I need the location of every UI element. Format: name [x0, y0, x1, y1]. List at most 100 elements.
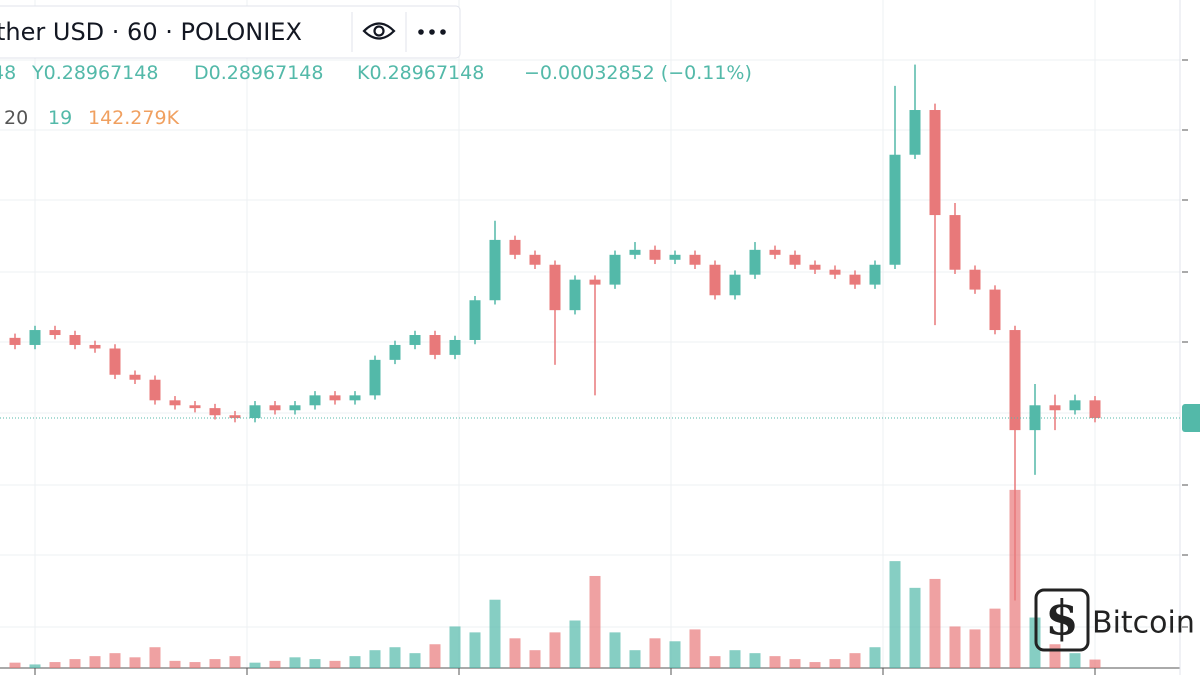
candle-body — [949, 215, 961, 270]
dot[interactable] — [440, 29, 446, 35]
candle-body — [729, 274, 741, 296]
candle-body — [1049, 405, 1061, 411]
volume-bar — [369, 650, 381, 668]
volume-bar — [809, 662, 821, 668]
volume-bar — [769, 656, 781, 668]
candle-body — [369, 359, 381, 396]
volume-bar — [749, 653, 761, 668]
legend-close: K0.28967148 — [357, 62, 484, 84]
volume-bar — [329, 660, 341, 668]
volume-bar — [1089, 659, 1101, 668]
volume-bar — [309, 659, 321, 668]
volume-bar — [129, 657, 141, 668]
candle-body — [849, 274, 861, 285]
volume-bar — [229, 656, 241, 668]
volume-bar — [869, 647, 881, 668]
volume-bar — [909, 587, 921, 668]
volume-bar — [189, 662, 201, 668]
volume-period: 20 — [4, 107, 28, 129]
volume-bar — [669, 641, 681, 668]
volume-bar — [149, 647, 161, 668]
volume-bar — [849, 653, 861, 668]
candle-body — [269, 405, 281, 411]
volume-bar — [549, 632, 561, 668]
volume-bar — [69, 659, 81, 668]
candle-body — [249, 405, 261, 419]
candle-body — [109, 348, 121, 375]
volume-bar — [449, 626, 461, 668]
candle-body — [929, 110, 941, 216]
volume-bar — [89, 656, 101, 668]
volume-bar — [289, 657, 301, 668]
candle-body — [9, 337, 21, 345]
eye-icon[interactable] — [362, 22, 396, 40]
candle-body — [609, 254, 621, 285]
volume-bar — [349, 656, 361, 668]
candle-body — [669, 254, 681, 260]
candle-body — [789, 254, 801, 265]
candle-body — [489, 239, 501, 301]
volume-bar — [629, 650, 641, 668]
candle-body — [1069, 400, 1081, 411]
candle-body — [469, 300, 481, 340]
volume-bar — [269, 660, 281, 668]
volume-value: 19 — [48, 107, 72, 129]
candle-body — [129, 374, 141, 380]
candle-body — [289, 405, 301, 411]
more-button[interactable] — [418, 29, 446, 35]
volume-bar — [249, 662, 261, 668]
watermark-text: Bitcoin — [1092, 606, 1195, 641]
candle-body — [169, 400, 181, 406]
volume-bar — [9, 662, 21, 668]
candle-body — [1089, 400, 1101, 419]
candle-body — [809, 264, 821, 270]
volume-bar — [109, 653, 121, 668]
candle-body — [549, 264, 561, 311]
candle-body — [509, 239, 521, 255]
watermark-logo-glyph: $ — [1045, 591, 1078, 647]
dot[interactable] — [429, 29, 435, 35]
ohlc-legend: 48 Y0.28967148 D0.28967148 K0.28967148 −… — [0, 62, 752, 84]
candle-body — [969, 269, 981, 290]
volume-bar — [689, 629, 701, 668]
candle-body — [229, 415, 241, 419]
volume-bar — [949, 626, 961, 668]
volume-bar — [529, 650, 541, 668]
candle-body — [889, 154, 901, 265]
volume-bar — [609, 632, 621, 668]
candle-layer — [0, 64, 1200, 601]
candle-body — [349, 395, 361, 401]
volume-bar — [429, 644, 441, 668]
dot[interactable] — [418, 29, 424, 35]
visibility-button[interactable] — [362, 22, 396, 40]
candle-body — [209, 408, 221, 416]
candle-body — [1009, 330, 1021, 431]
legend-low: D0.28967148 — [194, 62, 323, 84]
candle-body — [29, 330, 41, 345]
candle-body — [909, 110, 921, 155]
volume-bar — [569, 620, 581, 668]
legend-open: 48 — [0, 62, 16, 84]
volume-bar — [929, 578, 941, 668]
volume-bar — [969, 629, 981, 668]
candle-body — [829, 269, 841, 275]
legend-high: Y0.28967148 — [31, 62, 158, 84]
volume-bar — [29, 664, 41, 668]
candle-body — [449, 339, 461, 355]
symbol-box — [0, 5, 461, 59]
candle-body — [329, 395, 341, 401]
candle-body — [49, 330, 61, 336]
candle-body — [309, 395, 321, 406]
candle-body — [709, 264, 721, 296]
watermark-logo — [1034, 588, 1090, 652]
candle-body — [749, 249, 761, 275]
eye-pupil[interactable] — [373, 25, 385, 37]
volume-bar — [989, 608, 1001, 668]
volume-bar — [209, 659, 221, 668]
volume-bar — [1049, 644, 1061, 668]
candle-body — [649, 249, 661, 260]
candle-body — [529, 254, 541, 265]
watermark: $ Bitcoin — [1034, 588, 1195, 652]
